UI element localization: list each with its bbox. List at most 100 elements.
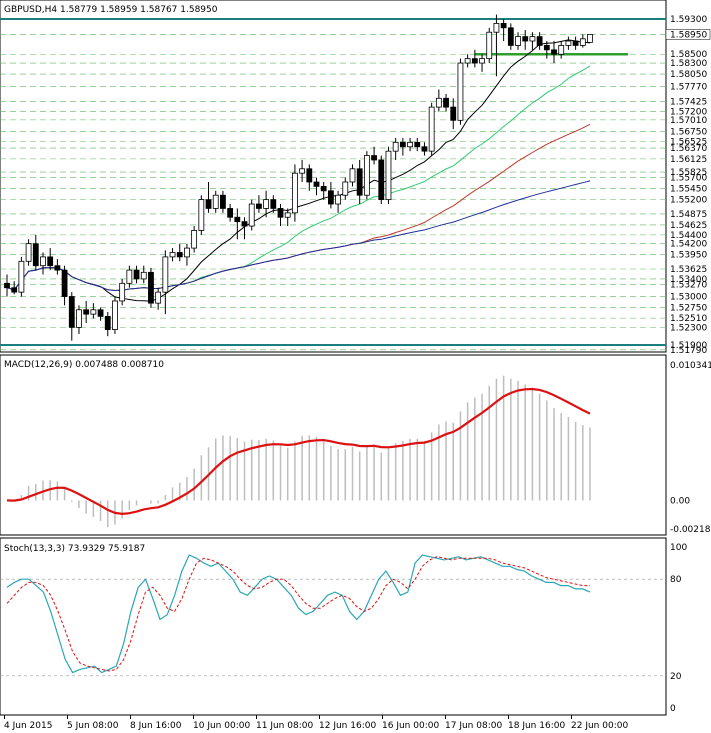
candle-body [227, 208, 234, 218]
time-label: 11 Jun 08:00 [256, 721, 313, 731]
price-label: 1.58050 [670, 70, 707, 80]
candle-body [565, 40, 572, 46]
time-label: 22 Jun 00:00 [571, 721, 628, 731]
candle-body [306, 168, 313, 183]
time-label: 12 Jun 16:00 [319, 721, 376, 731]
time-axis: 4 Jun 2015 5 Jun 08:00 8 Jun 16:00 10 Jun 0… [4, 715, 628, 731]
stoch-levels [0, 578, 666, 677]
candle-body [392, 141, 399, 152]
candle-body [479, 58, 485, 64]
candle-body [191, 230, 198, 249]
macd-header: MACD(12,26,9) 0.007488 0.008710 [4, 360, 164, 370]
stochastic-panel[interactable]: Stoch(13,3,3) 73.9329 75.9187 100 80 20 0 [0, 537, 687, 716]
moving-averages [6, 39, 591, 302]
candle-body [4, 282, 10, 289]
candle-body [428, 106, 435, 152]
candle-body [61, 269, 68, 297]
candle-body [414, 141, 421, 148]
candle-body [119, 282, 126, 302]
candle-body [263, 199, 270, 209]
main-header: GBPUSD,H4 1.58779 1.58959 1.58767 1.5895… [4, 5, 218, 15]
candle-body [184, 247, 190, 258]
candle-body [11, 287, 18, 293]
candle-body [234, 216, 241, 223]
price-label: 1.54625 [670, 221, 707, 231]
candle-body [551, 49, 557, 55]
price-label: 1.57425 [670, 98, 707, 108]
time-label: 17 Jun 08:00 [445, 721, 502, 731]
candle-body [471, 58, 478, 64]
price-grid-lines [0, 18, 666, 351]
price-label: 1.53625 [670, 265, 707, 275]
price-label: 1.53000 [670, 293, 707, 303]
price-panel[interactable]: GBPUSD,H4 1.58779 1.58959 1.58767 1.5895… [0, 0, 711, 356]
candle-body [457, 62, 464, 121]
candle-body [579, 38, 586, 46]
candle-body [155, 291, 162, 304]
candle-body [241, 221, 248, 227]
candle-body [399, 141, 406, 148]
time-label: 4 Jun 2015 [4, 721, 52, 731]
candle-body [248, 203, 255, 227]
candle-body [371, 155, 377, 161]
price-label: 1.57010 [670, 116, 707, 126]
price-label: 1.52750 [670, 304, 707, 314]
candle-body [356, 168, 363, 196]
price-label: 1.55450 [670, 185, 707, 195]
price-label: 1.58500 [670, 50, 707, 60]
candle-body [313, 181, 320, 187]
candle-body [443, 97, 449, 108]
candle-body [90, 309, 97, 315]
current-price-tag [665, 29, 711, 40]
ma-line [6, 39, 591, 302]
candle-body [68, 296, 75, 328]
time-label: 10 Jun 00:00 [193, 721, 250, 731]
candle-body [277, 208, 284, 218]
candle-body [140, 271, 147, 280]
price-label: 1.53950 [670, 251, 707, 261]
candle-body [32, 243, 39, 267]
candle-body [54, 265, 61, 271]
stoch-axis: 100 80 20 0 [670, 543, 687, 714]
time-label: 16 Jun 00:00 [382, 721, 439, 731]
stoch-label: 80 [670, 575, 682, 585]
macd-label: -0.002181 [670, 525, 711, 535]
price-label: 1.52510 [670, 314, 707, 324]
stoch-label: 20 [670, 672, 682, 682]
price-label: 1.58950 [670, 30, 707, 40]
price-label: 1.53400 [670, 275, 707, 285]
time-label: 8 Jun 16:00 [130, 721, 182, 731]
candle-body [83, 309, 90, 315]
candle-body [76, 309, 82, 328]
price-label: 1.56370 [670, 144, 707, 154]
price-label: 1.56750 [670, 127, 707, 137]
price-label: 1.56525 [670, 137, 707, 147]
candle-body [385, 150, 392, 201]
candle-body [292, 172, 298, 214]
candle-body [536, 36, 543, 46]
candle-body [435, 97, 442, 108]
stoch-label: 100 [670, 543, 687, 553]
macd-axis: 0.010341 0.00 -0.002181 [670, 361, 711, 535]
candle-body [212, 194, 219, 209]
macd-panel[interactable]: MACD(12,26,9) 0.007488 0.008710 0.010341… [0, 354, 711, 536]
candle-body [486, 31, 493, 60]
macd-label: 0.00 [670, 496, 690, 506]
stoch-main-line [6, 554, 591, 674]
stoch-label: 0 [670, 704, 676, 714]
candle-body [363, 155, 370, 196]
price-label: 1.54400 [670, 231, 707, 241]
price-label: 1.54875 [670, 210, 707, 220]
candle-body [133, 269, 140, 280]
candle-body [205, 199, 212, 209]
candle-body [335, 194, 341, 205]
candle-body [507, 27, 514, 46]
candle-body [256, 203, 262, 209]
candle-body [500, 23, 507, 29]
price-label: 1.55200 [670, 196, 707, 206]
price-label: 1.52300 [670, 323, 707, 333]
candle-body [104, 315, 111, 330]
time-label: 5 Jun 08:00 [67, 721, 119, 731]
stoch-header: Stoch(13,3,3) 73.9329 75.9187 [4, 544, 145, 554]
